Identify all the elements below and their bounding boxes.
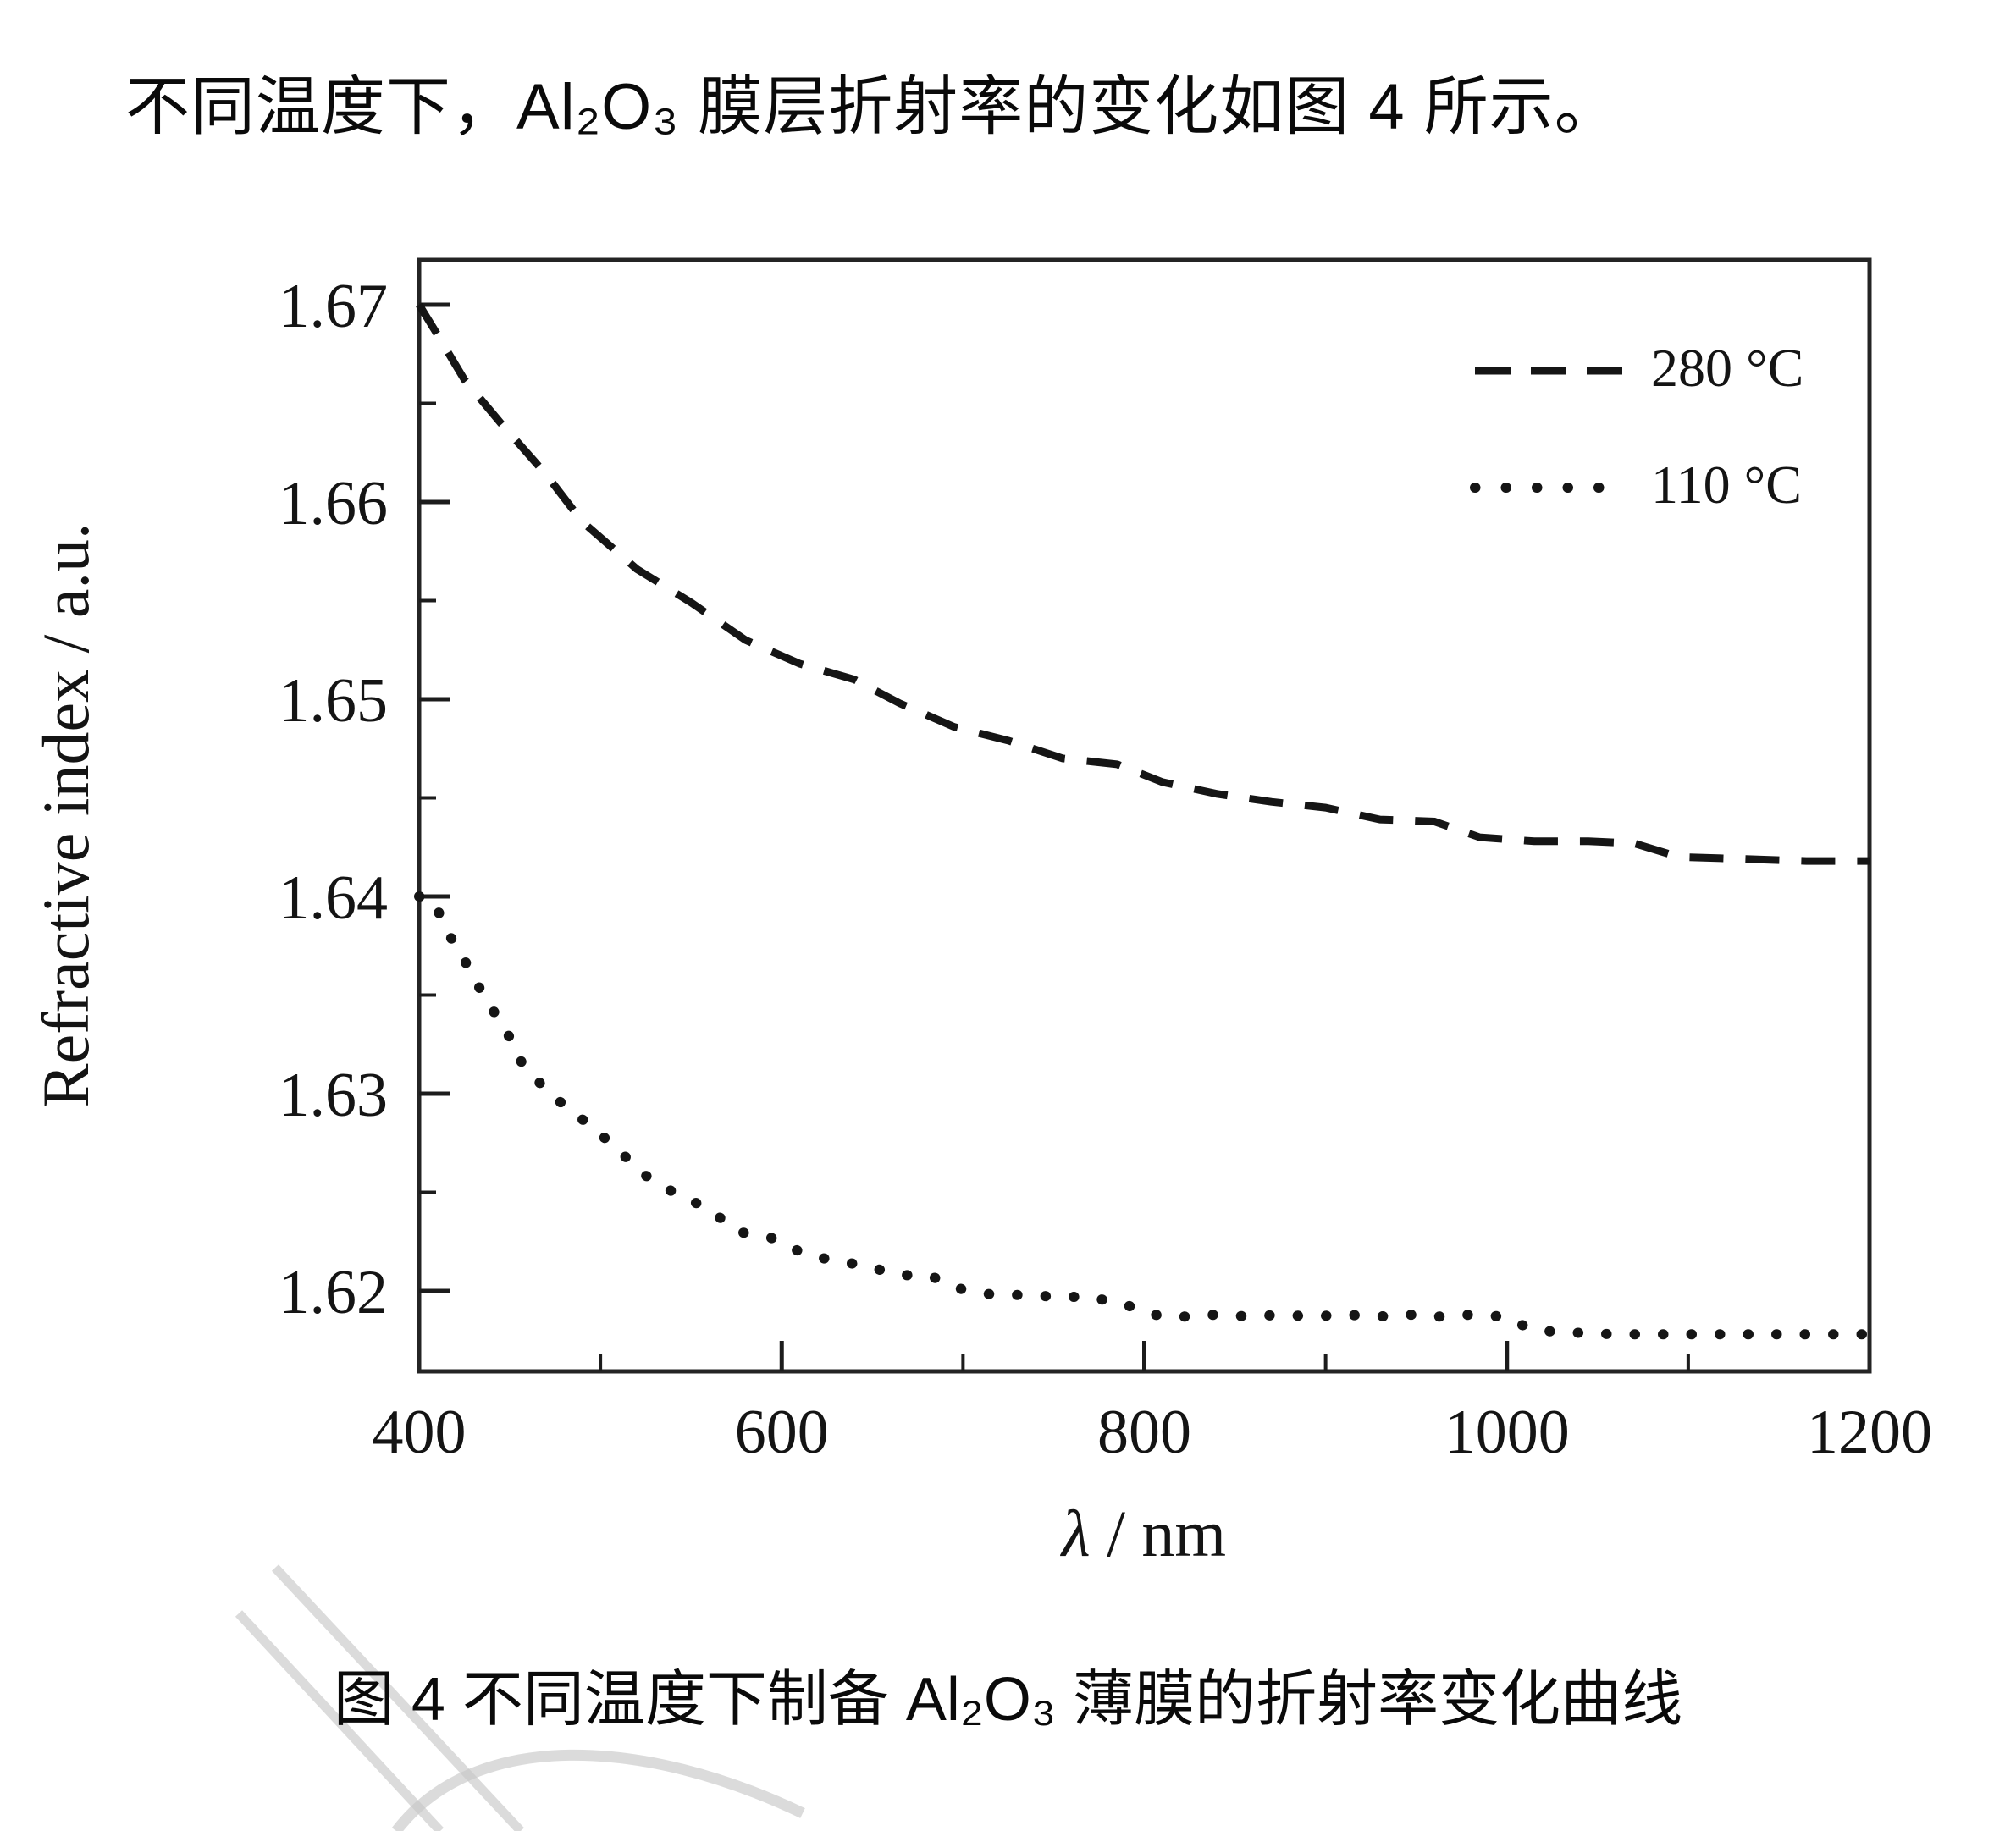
y-tick-label: 1.64 [279, 863, 389, 933]
figure-caption: 图 4 不同温度下制备 Al₂O₃ 薄膜的折射率变化曲线 [333, 1666, 1683, 1734]
y-tick-label: 1.65 [279, 666, 389, 736]
watermark-stroke [391, 1749, 805, 1831]
legend: 280 °C 110 °C [1470, 338, 1803, 515]
x-tick-label: 800 [1097, 1398, 1191, 1467]
x-tick-label: 400 [373, 1398, 467, 1467]
chart-dynamic-layer: 400 600 800 1000 1200 1.62 1.63 1.64 1.65 1.66 1.6… [279, 272, 1933, 1467]
y-tick-label: 1.66 [279, 469, 389, 538]
y-tick-label: 1.67 [279, 272, 389, 341]
x-axis-title-symbol: λ [1060, 1497, 1091, 1570]
legend-label-280c: 280 °C [1651, 338, 1803, 398]
series-curve-dashed [416, 302, 1870, 865]
series-curve-dotted [414, 891, 1875, 1340]
y-tick-label: 1.63 [279, 1061, 389, 1130]
y-tick-label: 1.62 [279, 1258, 389, 1327]
watermark [235, 1564, 805, 1831]
page-title: 不同温度下，Al₂O₃ 膜层折射率的变化如图 4 所示。 [125, 71, 1620, 143]
y-axis-title: Refractive index / a.u. [29, 523, 102, 1108]
x-axis-title: λ / nm [1060, 1497, 1226, 1570]
legend-label-110c: 110 °C [1651, 455, 1802, 515]
x-tick-label: 600 [735, 1398, 829, 1467]
watermark-stroke [235, 1610, 445, 1831]
plot-area-border [417, 257, 1872, 1374]
x-axis-title-unit: / nm [1091, 1497, 1226, 1570]
x-tick-label: 1000 [1444, 1398, 1570, 1467]
x-tick-label: 1200 [1807, 1398, 1932, 1467]
watermark-stroke [271, 1564, 525, 1831]
